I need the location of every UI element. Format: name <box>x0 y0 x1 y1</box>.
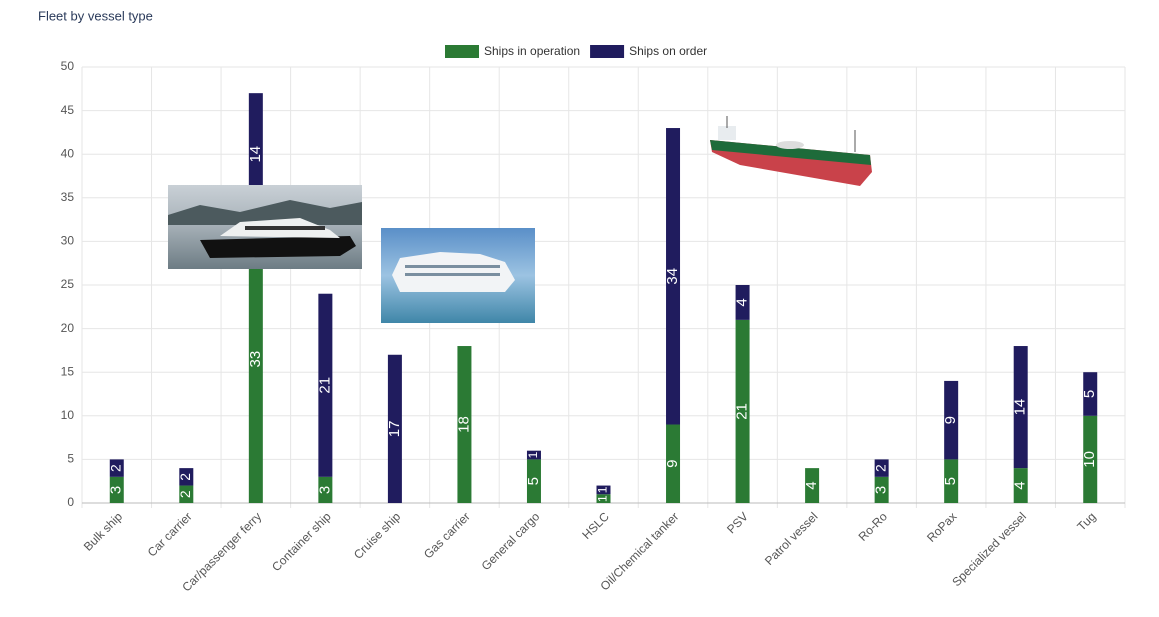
bar-segment <box>109 476 124 503</box>
bar-segment <box>248 215 263 504</box>
legend: Ships in operation Ships on order <box>445 44 707 58</box>
ferry-photo <box>168 185 362 269</box>
value-label: 5 <box>525 477 542 485</box>
x-tick-label: HSLC <box>579 509 612 542</box>
x-tick-label: Specialized vessel <box>949 509 1029 589</box>
bar-segment <box>1083 415 1098 503</box>
chart-title: Fleet by vessel type <box>38 8 153 23</box>
legend-label: Ships in operation <box>484 44 580 58</box>
value-label: 2 <box>107 464 123 472</box>
bar-segment <box>596 494 611 503</box>
x-tick-label: Oil/Chemical tanker <box>597 509 681 593</box>
y-tick-label: 25 <box>61 277 75 291</box>
y-tick-label: 15 <box>61 364 75 378</box>
y-tick-label: 30 <box>61 234 75 248</box>
x-tick-label: Gas carrier <box>421 509 473 561</box>
x-tick-label: RoPax <box>924 509 959 544</box>
x-tick-label: PSV <box>724 509 751 536</box>
x-tick-label: Cruise ship <box>351 509 404 562</box>
value-label: 5 <box>942 477 959 485</box>
x-tick-label: Ro-Ro <box>856 509 891 544</box>
value-label: 2 <box>177 473 193 481</box>
bar-segment <box>109 459 124 477</box>
value-label: 21 <box>734 403 751 420</box>
y-tick-label: 20 <box>61 321 75 335</box>
bar-segment <box>526 450 541 460</box>
x-tick-label: Patrol vessel <box>762 509 820 567</box>
bar-segment <box>179 468 194 486</box>
value-label: 1 <box>596 486 610 493</box>
bar-segment <box>387 354 402 503</box>
bar-segment <box>944 459 959 503</box>
value-label: 1 <box>526 451 540 458</box>
value-label: 1 <box>596 495 610 502</box>
value-label: 18 <box>455 416 472 433</box>
value-label: 3 <box>316 486 333 494</box>
legend-swatch <box>590 45 625 58</box>
bar-segment <box>1013 346 1028 469</box>
bar-segment <box>874 476 889 503</box>
value-label: 14 <box>1012 399 1029 416</box>
value-label: 9 <box>942 416 959 424</box>
bar-segment <box>318 476 333 503</box>
legend-label: Ships on order <box>629 44 707 58</box>
legend-swatch <box>445 45 479 58</box>
bar-segment <box>248 93 263 216</box>
x-tick-label: Bulk ship <box>81 509 126 554</box>
cruise-photo <box>381 228 535 323</box>
x-tick-label: General cargo <box>479 509 543 573</box>
x-tick-label: Car/passenger ferry <box>179 509 264 594</box>
value-label: 2 <box>177 490 193 498</box>
value-label: 4 <box>803 481 820 489</box>
tanker-photo <box>710 116 872 186</box>
bar-segment <box>179 485 194 503</box>
value-label: 4 <box>734 298 751 306</box>
value-label: 33 <box>247 351 264 368</box>
bar-segment <box>805 468 820 503</box>
y-tick-label: 45 <box>61 103 75 117</box>
y-tick-label: 35 <box>61 190 75 204</box>
bar-segment <box>735 285 750 320</box>
bar-segment <box>944 380 959 460</box>
value-label: 14 <box>247 146 264 163</box>
bar-segment <box>1083 372 1098 416</box>
value-label: 2 <box>872 464 888 472</box>
bar-segment <box>526 459 541 503</box>
value-label: 3 <box>873 486 890 494</box>
y-tick-label: 40 <box>61 146 75 160</box>
value-label: 10 <box>1081 451 1098 468</box>
bar-segment <box>596 485 611 495</box>
bar-segment <box>666 128 681 425</box>
x-tick-label: Container ship <box>269 509 334 574</box>
bar-segment <box>735 319 750 503</box>
y-tick-label: 5 <box>67 452 74 466</box>
value-label: 3 <box>108 486 125 494</box>
bar-segment <box>666 424 681 503</box>
x-tick-label: Car carrier <box>145 509 195 559</box>
y-tick-label: 50 <box>61 59 75 73</box>
value-label: 5 <box>1081 390 1098 398</box>
bar-segment <box>874 459 889 477</box>
photos <box>168 116 872 323</box>
x-tick-label: Tug <box>1074 509 1098 533</box>
bar-segment <box>1013 468 1028 503</box>
value-label: 9 <box>664 460 681 468</box>
bar-segment <box>318 293 333 477</box>
y-tick-label: 10 <box>61 408 75 422</box>
value-label: 4 <box>1012 481 1029 489</box>
value-label: 34 <box>664 268 681 285</box>
value-label: 21 <box>316 377 333 394</box>
value-label: 17 <box>386 421 403 438</box>
bar-segment <box>457 346 472 503</box>
y-tick-label: 0 <box>67 495 74 509</box>
